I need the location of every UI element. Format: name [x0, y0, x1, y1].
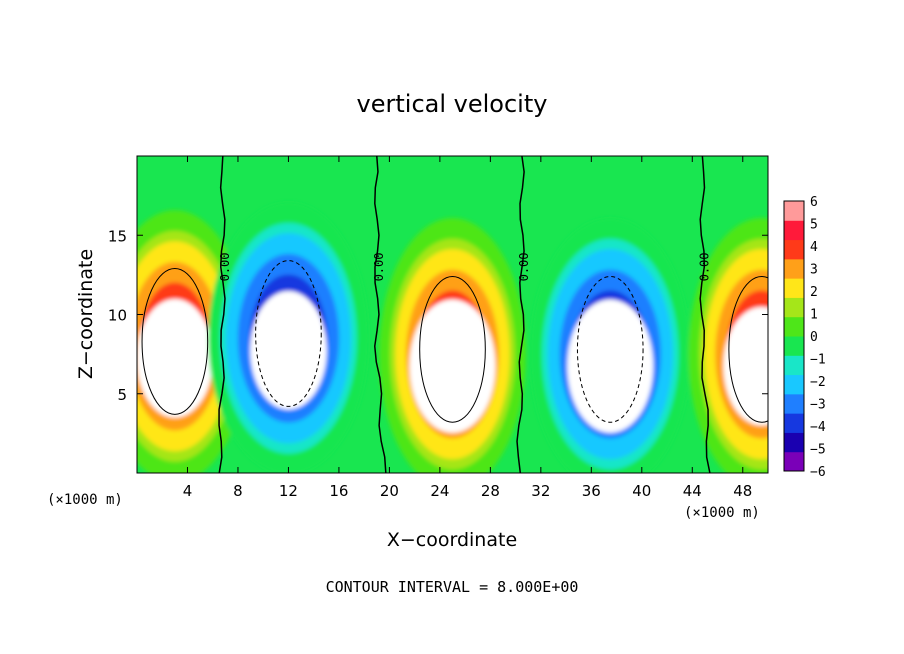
colorbar-swatch [784, 355, 804, 376]
colorbar-swatch [784, 413, 804, 433]
y-axis: 5 10 15 [108, 227, 768, 404]
contour-line [728, 275, 768, 423]
colorbar-swatch [784, 451, 804, 472]
colorbar-frame [783, 200, 805, 472]
y-axis-label: Z−coordinate [75, 249, 97, 379]
y-tick-label: 15 [108, 227, 127, 245]
contour-line [419, 275, 486, 423]
x-tick-label: 40 [632, 482, 651, 500]
cell-core [567, 299, 654, 433]
x-tick-label: 4 [183, 482, 193, 500]
colorbar-swatch [784, 258, 804, 279]
zero-contour-label: 0.00 [218, 252, 232, 281]
colorbar-tick-label: −4 [810, 420, 826, 435]
zero-contour-line [218, 156, 226, 473]
contour-line [255, 260, 322, 407]
x-unit-right: (×1000 m) [684, 505, 760, 521]
colorbar-tick-label: −3 [810, 398, 826, 413]
colorbar-swatch [784, 239, 804, 260]
cell-3 [379, 218, 526, 473]
colorbar-tick-label: −6 [810, 465, 826, 480]
chart-title: vertical velocity [357, 90, 548, 118]
x-tick-label: 24 [430, 482, 449, 500]
x-tick-label: 16 [329, 482, 348, 500]
colorbar-tick-label: 3 [810, 263, 818, 278]
cell-4 [529, 218, 691, 473]
y-tick-label: 10 [108, 307, 127, 325]
colorbar-tick-label: 0 [810, 330, 818, 345]
zero-contour-label: 0.00 [517, 252, 531, 281]
colorbar-swatch [784, 316, 804, 337]
colorbar-tick-label: −1 [810, 353, 826, 368]
x-tick-label: 44 [683, 482, 702, 500]
colorbar-tick-label: 6 [810, 195, 818, 210]
contour-lines: 0.00 0.00 0.00 0.00 [141, 156, 768, 473]
colorbar-swatch [784, 374, 804, 395]
colorbar-swatch [784, 278, 804, 298]
zero-contour-label: 0.00 [372, 252, 386, 281]
cell-core [137, 299, 213, 418]
x-tick-label: 28 [481, 482, 500, 500]
footer-contour-interval: CONTOUR INTERVAL = 8.000E+00 [326, 578, 579, 596]
contour-line [141, 268, 209, 415]
x-axis: 4 8 12 16 20 24 28 32 36 40 44 48 [183, 156, 752, 500]
velocity-field [137, 202, 768, 473]
colorbar-swatch [784, 393, 804, 414]
x-tick-label: 20 [380, 482, 399, 500]
plot-area: 0.00 0.00 0.00 0.00 [137, 156, 768, 473]
x-tick-label: 48 [733, 482, 752, 500]
colorbar-tick-label: 4 [810, 240, 818, 255]
x-axis-label: X−coordinate [387, 529, 517, 551]
colorbar-swatch [784, 220, 804, 241]
cell-2 [208, 202, 369, 473]
colorbar-tick-label: 5 [810, 218, 818, 233]
cell-core [250, 291, 327, 410]
contour-line [576, 275, 644, 423]
colorbar-swatch [784, 297, 804, 318]
x-tick-label: 12 [279, 482, 298, 500]
zero-contour-line [516, 156, 525, 473]
cell-core [723, 306, 768, 426]
colorbar-swatch [784, 336, 804, 356]
x-tick-label: 36 [582, 482, 601, 500]
zero-contour-line [699, 156, 711, 473]
colorbar-tick-label: −5 [810, 443, 826, 458]
x-tick-label: 32 [531, 482, 550, 500]
colorbar: 6 5 4 3 2 1 0 −1 −2 −3 −4 −5 −6 [783, 195, 826, 480]
y-tick-label: 5 [117, 386, 127, 404]
colorbar-swatch [784, 432, 804, 453]
x-tick-label: 8 [233, 482, 243, 500]
colorbar-swatch [784, 201, 804, 221]
zero-contour-label: 0.00 [697, 252, 711, 281]
colorbar-tick-label: 2 [810, 285, 818, 300]
colorbar-tick-label: 1 [810, 308, 818, 323]
colorbar-tick-label: −2 [810, 375, 826, 390]
x-unit-left: (×1000 m) [47, 492, 123, 508]
zero-contour-line [374, 156, 387, 473]
cell-core [409, 299, 496, 433]
